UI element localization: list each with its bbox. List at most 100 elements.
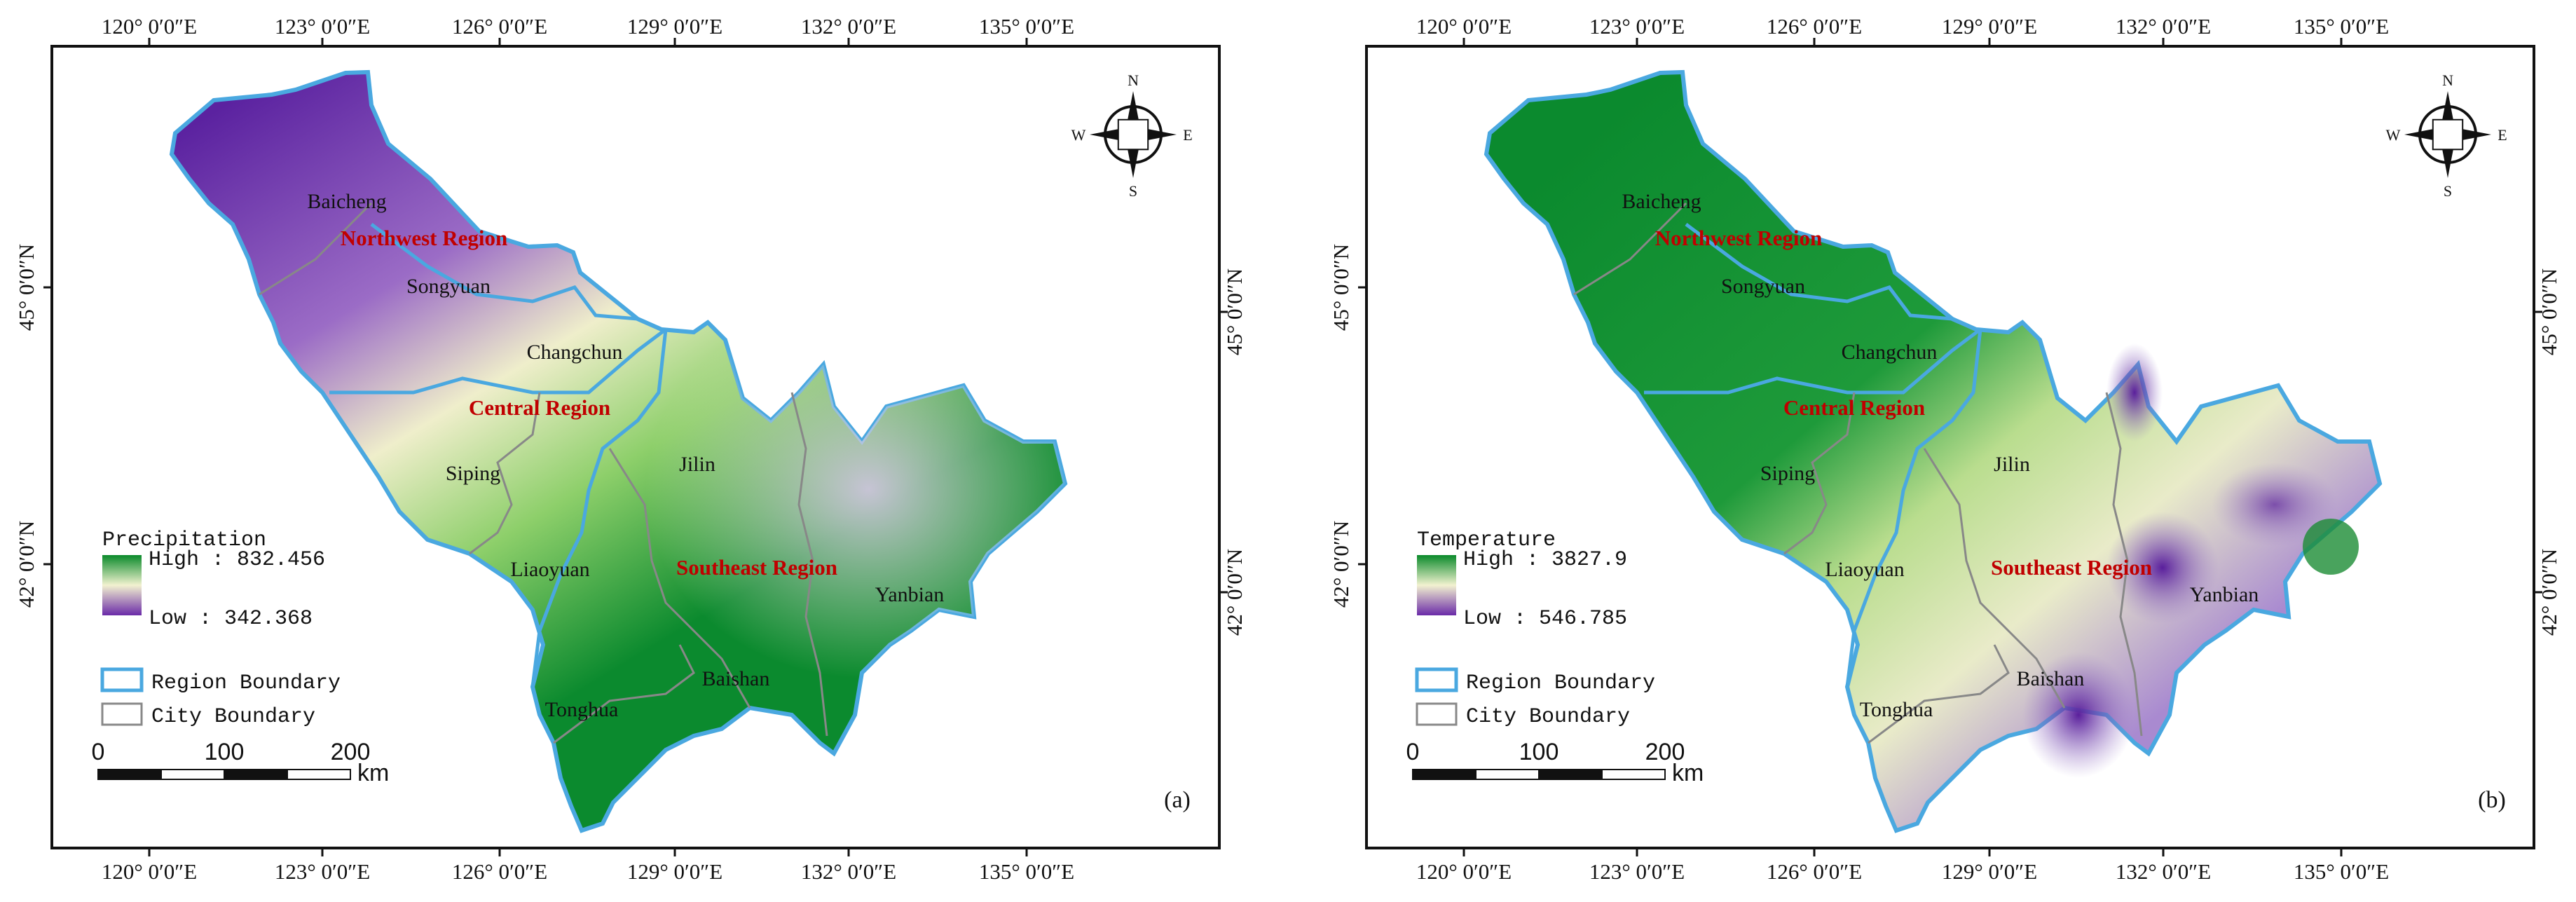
bottom-tick-label: 129° 0′0″E [1942,859,2037,884]
region-boundary-swatch [1415,667,1458,692]
bottom-tick-label: 132° 0′0″E [801,859,896,884]
right-tick-label: 45° 0′0″N [2537,268,2561,355]
region-label: Northwest Region [341,226,508,250]
province-map [172,72,1065,831]
bottom-tick-label: 135° 0′0″E [979,859,1074,884]
city-label: Tonghua [1860,698,1933,721]
region-label: Central Region [1783,395,1925,420]
city-label: Songyuan [406,275,491,298]
bottom-tick-label: 135° 0′0″E [2294,859,2389,884]
legend-high: High : 832.456 [149,548,325,572]
scale-label: 0 [1406,739,1420,765]
bottom-tick-label: 126° 0′0″E [452,859,547,884]
top-tick-label: 135° 0′0″E [979,14,1074,39]
left-tick-label: 45° 0′0″N [14,244,39,331]
panel-label: (a) [1164,787,1191,813]
city-boundary-label: City Boundary [1466,705,1630,729]
scale-segment [1412,769,1477,780]
bottom-tick-label: 120° 0′0″E [102,859,197,884]
top-tick-label: 132° 0′0″E [2116,14,2211,39]
legend-title: Precipitation [102,528,266,552]
city-label: Siping [1760,462,1815,485]
bottom-tick-label: 120° 0′0″E [1416,859,1512,884]
scale-label: 100 [205,739,245,765]
overlay-panel-a: 120° 0′0″E 123° 0′0″E 126° 0′0″E 129° 0′0″E… [14,14,1247,884]
overlay-panel-b: 120° 0′0″E 123° 0′0″E 126° 0′0″E 129° 0′0″E… [1329,14,2561,884]
legend-color-ramp [1417,555,1456,615]
city-boundary-swatch [1416,702,1458,726]
scale-segment [1475,769,1540,780]
region-boundary-label: Region Boundary [1466,671,1655,695]
legend-low: Low : 546.785 [1463,607,1627,631]
scale-segment [97,769,162,780]
city-label: Yanbian [2190,583,2259,606]
bottom-tick-label: 126° 0′0″E [1767,859,1862,884]
bottom-tick-label: 123° 0′0″E [1589,859,1685,884]
region-label: Northwest Region [1655,226,1823,250]
city-label: Baishan [2017,667,2085,690]
legend-title: Temperature [1417,528,1556,552]
region-label: Central Region [469,395,610,420]
region-boundary-label: Region Boundary [151,671,341,695]
top-tick-label: 120° 0′0″E [1416,14,1512,39]
panel-b [1365,45,2535,849]
top-tick-label: 132° 0′0″E [801,14,896,39]
legend-low: Low : 342.368 [149,607,313,631]
top-tick-label: 120° 0′0″E [102,14,197,39]
compass-s: S [1129,182,1137,200]
right-tick-label: 45° 0′0″N [1222,268,1247,355]
compass-n: N [1128,71,1139,89]
city-label: Songyuan [1721,275,1805,298]
compass-w: W [2386,126,2401,144]
compass-n: N [2442,71,2453,89]
compass-w: W [1071,126,1086,144]
scale-segment [1601,769,1666,780]
panel-a [50,45,1221,849]
province-map [1486,72,2380,831]
city-label: Baicheng [307,190,386,213]
city-label: Jilin [1994,453,2030,476]
top-tick-label: 123° 0′0″E [1589,14,1685,39]
compass-icon: N S E W [2386,71,2507,200]
scale-segment [224,769,288,780]
region-label: Southeast Region [676,555,837,580]
top-tick-label: 126° 0′0″E [1767,14,1862,39]
city-label: Changchun [1842,341,1938,364]
city-label: Tonghua [545,698,619,721]
region-label: Southeast Region [1991,555,2152,580]
scale-unit: km [1672,760,1704,786]
bottom-tick-label: 129° 0′0″E [627,859,722,884]
left-tick-label: 42° 0′0″N [1329,521,1353,608]
bottom-tick-label: 132° 0′0″E [2116,859,2211,884]
bottom-tick-label: 123° 0′0″E [275,859,370,884]
scale-label: 0 [92,739,105,765]
city-label: Baicheng [1622,190,1701,213]
top-tick-label: 135° 0′0″E [2294,14,2389,39]
city-label: Changchun [527,341,623,364]
right-tick-label: 42° 0′0″N [1222,549,1247,636]
scale-label: 200 [331,739,371,765]
scale-unit: km [357,760,389,786]
scale-segment [1538,769,1603,780]
top-tick-label: 129° 0′0″E [627,14,722,39]
city-label: Liaoyuan [510,558,589,581]
left-tick-label: 45° 0′0″N [1329,244,1353,331]
region-boundary-swatch [100,667,144,692]
scale-label: 200 [1645,739,1685,765]
legend-color-ramp [102,555,142,615]
city-label: Liaoyuan [1825,558,1904,581]
city-label: Yanbian [875,583,945,606]
legend-high: High : 3827.9 [1463,548,1627,572]
city-boundary-swatch [101,702,143,726]
city-boundary-label: City Boundary [151,705,315,729]
right-tick-label: 42° 0′0″N [2537,549,2561,636]
top-tick-label: 123° 0′0″E [275,14,370,39]
scale-label: 100 [1519,739,1559,765]
left-tick-label: 42° 0′0″N [14,521,39,608]
top-tick-label: 129° 0′0″E [1942,14,2037,39]
scale-segment [287,769,351,780]
compass-e: E [2498,126,2507,144]
compass-s: S [2444,182,2452,200]
compass-inner [2432,118,2464,151]
